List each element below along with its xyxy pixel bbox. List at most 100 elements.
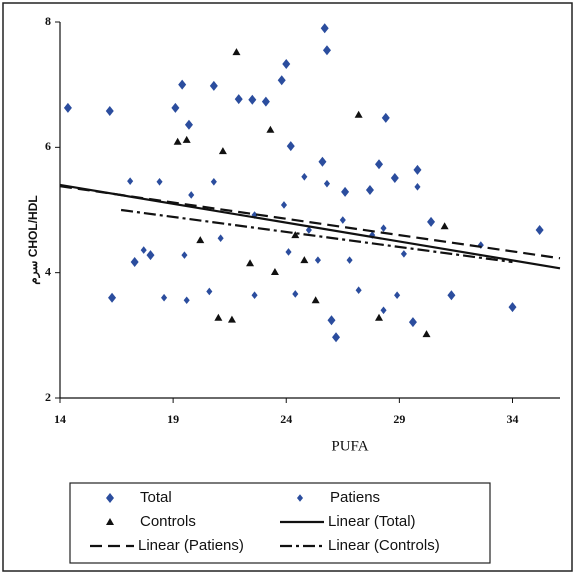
x-tick-label: 24 [280, 412, 292, 426]
legend-label: Total [140, 489, 172, 506]
legend-swatch [106, 518, 114, 525]
diamond-point [413, 164, 422, 175]
x-tick-label: 34 [506, 412, 518, 426]
diamond-point [184, 119, 193, 130]
diamond-point [127, 177, 134, 185]
legend-label: Patiens [330, 489, 380, 506]
legend-swatch [106, 493, 114, 503]
diamond-point [355, 286, 362, 295]
diamond-point [277, 75, 286, 86]
triangle-point [218, 147, 227, 155]
diamond-point [535, 225, 544, 236]
diamond-point [339, 216, 346, 224]
diamond-point [251, 291, 258, 300]
triangle-point [270, 268, 279, 276]
diamond-point [390, 173, 399, 184]
triangle-point [173, 137, 182, 145]
diamond-point [178, 79, 187, 90]
diamond-point [248, 94, 257, 105]
triangle-point [440, 222, 449, 230]
diamond-point [394, 291, 401, 300]
diamond-point [130, 257, 139, 268]
diamond-point [400, 250, 407, 258]
diamond-point [285, 248, 292, 256]
diamond-point [327, 315, 336, 326]
diamond-point [292, 290, 299, 298]
triangle-point [196, 236, 205, 244]
diamond-point [314, 256, 321, 264]
y-tick-label: 4 [45, 264, 51, 278]
diamond-point [183, 296, 190, 305]
triangle-point [354, 110, 363, 118]
x-tick-label: 29 [393, 412, 405, 426]
triangle-point [311, 296, 320, 304]
y-tick-label: 2 [45, 390, 51, 404]
diamond-point [261, 96, 270, 107]
legend-label: Linear (Total) [328, 513, 416, 530]
triangle-point [227, 315, 236, 323]
diamond-point [323, 179, 331, 188]
x-axis-label: PUFA [331, 438, 368, 454]
diamond-point [206, 287, 213, 296]
diamond-point [381, 112, 390, 123]
diamond-point [301, 172, 308, 181]
triangle-point [422, 330, 431, 338]
legend-label: Controls [140, 513, 196, 530]
diamond-point [161, 293, 168, 302]
diamond-point [305, 226, 312, 234]
diamond-point [210, 178, 217, 186]
diamond-point [427, 216, 436, 227]
diamond-point [63, 102, 72, 113]
diamond-point [375, 159, 384, 170]
diamond-point [341, 186, 350, 197]
diamond-point [146, 250, 155, 261]
trend-line [120, 208, 513, 264]
diamond-point [217, 234, 224, 242]
diamond-point [156, 178, 163, 186]
legend-swatch [296, 494, 304, 502]
diamond-point [140, 246, 147, 254]
diamond-point [346, 256, 353, 264]
triangle-point [182, 135, 191, 143]
diamond-point [282, 58, 291, 69]
diamond-point [286, 141, 295, 152]
diamond-point [105, 105, 114, 116]
triangle-point [300, 256, 309, 264]
x-tick-label: 14 [54, 412, 66, 426]
diamond-point [508, 302, 517, 313]
diamond-point [108, 292, 117, 303]
legend-label: Linear (Patiens) [138, 537, 244, 554]
diamond-point [365, 184, 374, 195]
diamond-point [234, 94, 243, 105]
diamond-point [322, 45, 331, 56]
diamond-point [380, 306, 387, 315]
legend [69, 482, 491, 564]
y-tick-label: 6 [45, 139, 51, 153]
diamond-point [280, 201, 288, 209]
diamond-point [209, 80, 218, 91]
diamond-point [188, 191, 195, 199]
diamond-point [320, 23, 329, 34]
diamond-point [171, 102, 180, 113]
triangle-point [266, 125, 275, 133]
diamond-point [181, 251, 188, 259]
trend-line [59, 185, 561, 260]
triangle-point [246, 259, 255, 267]
triangle-point [232, 48, 241, 56]
triangle-point [214, 313, 223, 321]
legend-label: Linear (Controls) [328, 537, 440, 554]
y-axis-label: سرم CHOL/HDL [26, 195, 41, 284]
trend-line [59, 183, 561, 270]
diamond-point [380, 224, 387, 232]
y-tick-label: 8 [45, 14, 51, 28]
diamond-point [414, 183, 421, 191]
diamond-point [447, 290, 456, 301]
triangle-point [375, 313, 384, 321]
diamond-point [318, 156, 327, 167]
diamond-point [332, 332, 341, 343]
x-tick-label: 19 [167, 412, 179, 426]
diamond-point [408, 317, 417, 328]
triangle-point [291, 231, 300, 239]
